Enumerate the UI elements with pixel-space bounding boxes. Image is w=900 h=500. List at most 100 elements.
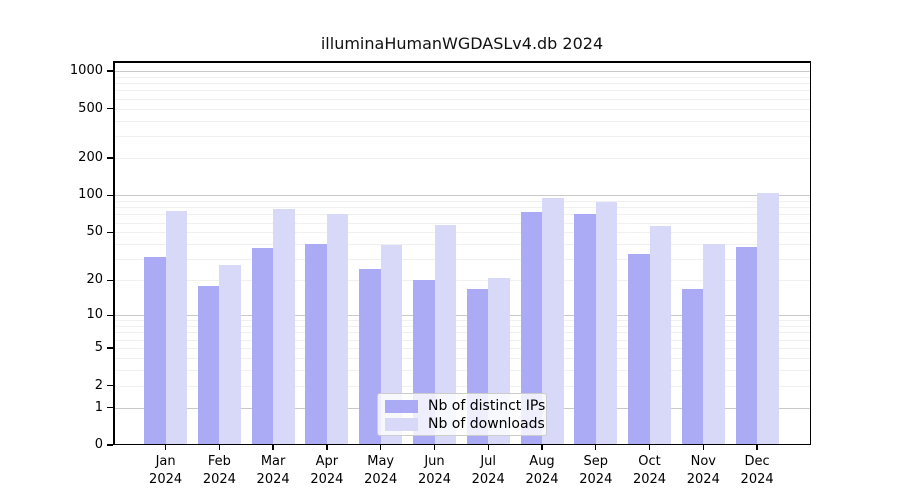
legend-label-distinct-ips: Nb of distinct IPs [428, 398, 546, 414]
legend-item-downloads: Nb of downloads [378, 416, 546, 433]
x-tick-mark [433, 445, 436, 450]
minor-gridline [113, 83, 811, 85]
y-tick-mark [107, 279, 113, 281]
y-tick-label: 1 [94, 399, 103, 415]
x-tick-label: Jul 2024 [471, 454, 505, 487]
bar-nb-of-downloads-aug [542, 197, 564, 444]
bar-nb-of-downloads-feb [219, 264, 241, 444]
minor-gridline [113, 326, 811, 328]
minor-gridline [113, 370, 811, 371]
y-tick-label: 0 [94, 437, 103, 452]
plot-spine-left [113, 61, 115, 445]
major-gridline [113, 195, 811, 197]
minor-gridline [113, 385, 811, 387]
y-tick-label: 1000 [69, 63, 103, 78]
x-tick-mark [541, 445, 543, 450]
x-tick-mark [164, 445, 167, 450]
bar-nb-of-downloads-jun [434, 225, 456, 444]
y-tick-label: 10 [86, 307, 103, 323]
y-tick-label: 20 [86, 272, 103, 288]
bar-nb-of-downloads-dec [757, 192, 779, 444]
bar-nb-of-downloads-sep [595, 202, 618, 444]
bar-nb-of-distinct-ips-aug [520, 212, 542, 444]
bar-nb-of-downloads-apr [326, 213, 349, 444]
minor-gridline [113, 120, 811, 122]
major-gridline [113, 315, 811, 317]
minor-gridline [113, 244, 811, 245]
legend-label-downloads: Nb of downloads [428, 416, 545, 432]
x-tick-mark [487, 445, 489, 450]
x-tick-label: May 2024 [364, 454, 398, 487]
bar-nb-of-distinct-ips-sep [574, 214, 596, 444]
legend-swatch-downloads [385, 418, 418, 431]
chart-title: illuminaHumanWGDASLv4.db 2024 [320, 34, 604, 53]
bar-nb-of-downloads-oct [649, 226, 671, 444]
minor-gridline [113, 98, 811, 100]
minor-gridline [113, 280, 811, 282]
x-tick-label: Nov 2024 [686, 454, 720, 487]
x-tick-label: Oct 2024 [632, 454, 667, 487]
x-tick-label: Aug 2024 [525, 454, 559, 487]
bar-nb-of-distinct-ips-may [359, 268, 381, 444]
x-tick-label: Dec 2024 [740, 454, 774, 487]
y-tick-label: 500 [78, 100, 103, 116]
bar-nb-of-distinct-ips-oct [628, 254, 650, 444]
y-tick-mark [107, 314, 113, 316]
minor-gridline [113, 357, 811, 359]
minor-gridline [113, 136, 811, 138]
x-tick-label: Mar 2024 [256, 454, 290, 487]
minor-gridline [113, 259, 811, 261]
x-tick-mark [326, 445, 328, 450]
x-tick-mark [595, 445, 597, 450]
x-tick-label: Feb 2024 [202, 454, 236, 487]
y-tick-mark [107, 107, 113, 110]
y-tick-mark [107, 406, 113, 409]
x-tick-label: Jan 2024 [149, 454, 183, 487]
bar-nb-of-downloads-mar [273, 208, 295, 444]
bar-nb-of-distinct-ips-feb [197, 285, 220, 444]
y-tick-label: 100 [78, 187, 103, 203]
minor-gridline [113, 108, 811, 110]
minor-gridline [113, 320, 811, 322]
legend-item-distinct-ips: Nb of distinct IPs [378, 398, 546, 415]
minor-gridline [113, 332, 811, 334]
y-tick-mark [107, 70, 113, 72]
x-tick-label: Apr 2024 [310, 454, 344, 487]
y-tick-mark [107, 444, 113, 446]
y-tick-mark [107, 384, 113, 387]
minor-gridline [113, 200, 811, 202]
y-tick-label: 50 [86, 224, 103, 240]
x-tick-mark [702, 445, 704, 450]
y-tick-mark [107, 347, 113, 349]
plot-spine-right [809, 61, 811, 445]
minor-gridline [113, 339, 811, 341]
x-tick-label: Sep 2024 [579, 454, 613, 487]
x-tick-mark [272, 445, 274, 450]
plot-area: 0 1 2 5 10 20 50 100 200 500 1000 Jan 2024 Feb 2024 Ma… [70, 61, 811, 487]
y-tick-mark [107, 157, 113, 159]
bar-nb-of-distinct-ips-dec [735, 246, 758, 444]
minor-gridline [113, 207, 811, 209]
x-tick-mark [380, 445, 382, 450]
bar-nb-of-distinct-ips-jan [144, 257, 166, 444]
y-tick-label: 200 [78, 149, 103, 165]
legend-swatch-distinct-ips [385, 400, 418, 413]
bar-nb-of-distinct-ips-mar [251, 248, 274, 444]
minor-gridline [113, 157, 811, 159]
y-tick-mark [107, 231, 113, 233]
bar-nb-of-downloads-jan [165, 211, 188, 444]
x-tick-label: Jun 2024 [417, 454, 452, 487]
bar-nb-of-distinct-ips-apr [305, 244, 327, 444]
bar-nb-of-distinct-ips-nov [681, 288, 704, 444]
y-tick-label: 5 [94, 340, 103, 355]
y-tick-mark [107, 194, 113, 196]
plot-spine-bottom [113, 443, 811, 445]
major-gridline [113, 71, 811, 72]
minor-gridline [113, 232, 811, 234]
legend: Nb of distinct IPs Nb of downloads [377, 393, 547, 436]
bar-nb-of-downloads-nov [703, 244, 725, 444]
y-tick-label: 2 [94, 377, 103, 393]
minor-gridline [113, 214, 811, 216]
minor-gridline [113, 222, 811, 224]
